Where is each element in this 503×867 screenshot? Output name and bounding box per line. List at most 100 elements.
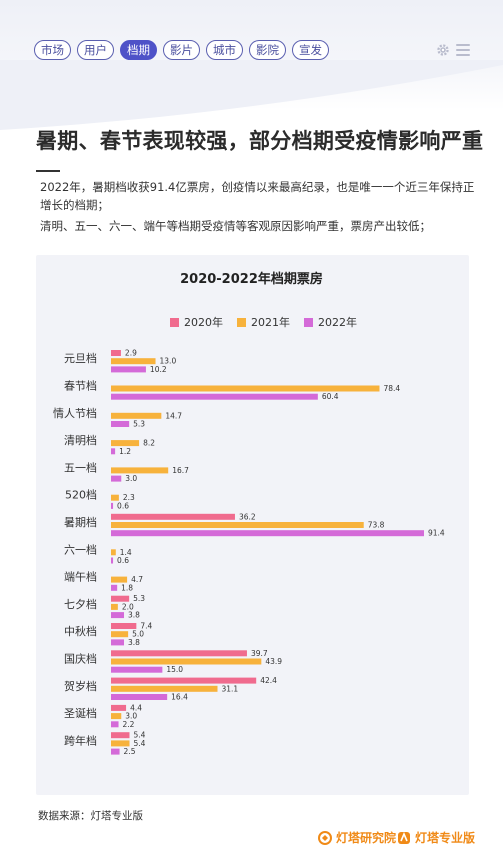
chart-title: 2020-2022年档期票房 [180, 272, 323, 287]
bar-value-label: 14.7 [165, 411, 182, 420]
legend-item-0: 2020年 [170, 314, 223, 330]
bar-value-label: 16.4 [171, 693, 188, 702]
bar-value-label: 3.8 [128, 611, 140, 620]
bar-7-2 [111, 557, 114, 564]
bar-12-0 [111, 677, 257, 684]
bar-10-0 [111, 623, 137, 629]
category-label: 情人节档 [53, 406, 97, 420]
data-source-note: 数据来源：灯塔专业版 [38, 810, 143, 822]
bar-value-label: 91.4 [428, 529, 445, 538]
bar-value-label: 2.0 [122, 602, 134, 611]
summary-paragraph-1: 2022年，暑期档收获91.4亿票房，创疫情以来最高纪录，也是唯一一个近三年保持… [40, 180, 475, 212]
bar-9-1 [111, 603, 118, 610]
bar-12-1 [111, 685, 218, 692]
category-label: 清明档 [64, 433, 97, 447]
bar-12-2 [111, 694, 168, 700]
bar-13-1 [111, 713, 122, 720]
bar-value-label: 1.4 [120, 548, 132, 557]
bar-value-label: 0.6 [117, 501, 129, 510]
brand-logo-icon [398, 831, 410, 844]
tab-2[interactable]: 档期 [120, 40, 157, 60]
bar-value-label: 78.4 [383, 384, 400, 393]
bar-value-label: 5.4 [133, 739, 145, 748]
bar-2-1 [111, 412, 162, 419]
tab-4[interactable]: 城市 [206, 40, 243, 60]
legend-swatch [170, 317, 179, 327]
bar-10-2 [111, 639, 125, 646]
tab-3[interactable]: 影片 [163, 40, 200, 60]
category-label: 520档 [65, 488, 97, 502]
brand-logo-icon [318, 830, 332, 845]
bar-4-2 [111, 475, 122, 482]
bar-9-2 [111, 612, 125, 619]
bar-8-2 [111, 584, 118, 591]
bar-value-label: 4.7 [131, 575, 143, 584]
legend-item-2: 2022年 [304, 314, 357, 330]
bar-11-0 [111, 650, 247, 657]
hamburger-menu-icon[interactable] [456, 44, 470, 56]
category-label: 国庆档 [64, 652, 97, 666]
bar-value-label: 4.4 [130, 703, 142, 712]
category-label: 跨年档 [64, 733, 97, 747]
bar-0-2 [111, 366, 146, 373]
bar-14-0 [111, 732, 130, 739]
legend-item-1: 2021年 [237, 314, 290, 330]
bar-11-1 [111, 658, 262, 665]
legend-label: 2021年 [251, 316, 290, 329]
bar-13-0 [111, 704, 127, 711]
bar-value-label: 42.4 [260, 676, 277, 685]
legend-swatch [304, 317, 313, 327]
bar-value-label: 8.2 [143, 439, 155, 448]
bar-11-2 [111, 666, 163, 673]
bar-value-label: 3.8 [128, 638, 140, 647]
category-label: 贺岁档 [64, 679, 97, 693]
bar-value-label: 3.0 [125, 712, 137, 721]
bar-value-label: 5.3 [133, 420, 145, 429]
bar-6-1 [111, 522, 364, 528]
bar-1-1 [111, 385, 380, 392]
bar-10-1 [111, 631, 129, 638]
gear-icon[interactable] [436, 43, 450, 57]
bar-value-label: 2.9 [125, 349, 137, 358]
bar-0-0 [111, 350, 121, 356]
bar-9-0 [111, 595, 130, 602]
legend-label: 2020年 [184, 316, 223, 329]
tab-0[interactable]: 市场 [34, 40, 71, 60]
bar-value-label: 5.4 [133, 731, 145, 740]
bar-value-label: 39.7 [251, 649, 268, 658]
header-curve-decoration [0, 60, 503, 130]
legend-label: 2022年 [318, 316, 357, 329]
bar-6-0 [111, 513, 235, 520]
bar-value-label: 36.2 [239, 512, 256, 521]
bar-1-2 [111, 393, 318, 400]
bar-value-label: 31.1 [222, 684, 239, 693]
category-label: 五一档 [64, 460, 97, 474]
bar-3-1 [111, 440, 140, 447]
category-label: 六一档 [64, 542, 97, 556]
category-label: 七夕档 [64, 597, 97, 611]
summary-paragraph-2: 清明、五一、六一、端午等档期受疫情等客观原因影响严重，票房产出较低； [40, 219, 431, 233]
tab-1[interactable]: 用户 [77, 40, 114, 60]
category-label: 元旦档 [64, 351, 97, 365]
bar-value-label: 43.9 [265, 657, 282, 666]
bar-value-label: 3.0 [125, 474, 137, 483]
bar-4-1 [111, 467, 169, 474]
title-underline [36, 170, 60, 172]
bar-value-label: 5.0 [132, 630, 144, 639]
bar-value-label: 1.2 [119, 447, 131, 456]
category-label: 圣诞档 [64, 706, 97, 720]
tab-6[interactable]: 宣发 [292, 40, 329, 60]
tab-5[interactable]: 影院 [249, 40, 286, 60]
brand-professional: 灯塔专业版 [397, 829, 475, 846]
bar-2-2 [111, 421, 130, 427]
category-label: 暑期档 [64, 515, 97, 529]
legend-swatch [237, 317, 246, 327]
bar-value-label: 0.6 [117, 556, 129, 565]
bar-14-2 [111, 748, 120, 755]
bar-value-label: 2.2 [123, 720, 135, 729]
bar-value-label: 16.7 [172, 466, 189, 475]
bar-8-1 [111, 576, 128, 583]
bar-value-label: 15.0 [166, 665, 183, 674]
bar-14-1 [111, 740, 130, 747]
